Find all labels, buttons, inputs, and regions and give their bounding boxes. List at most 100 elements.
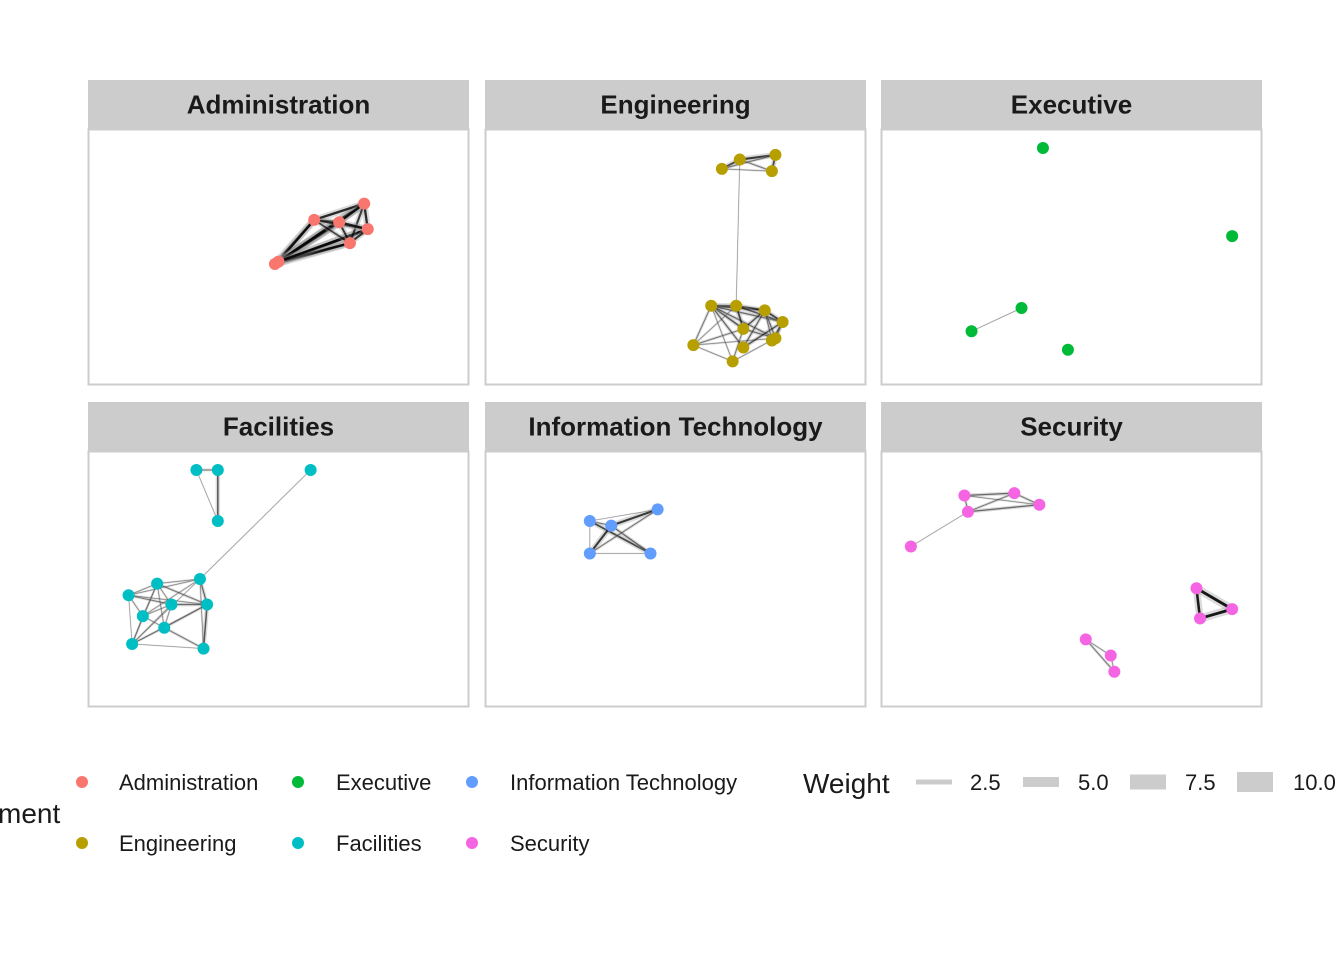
- edge-halo: [127, 594, 133, 645]
- edge-halo: [735, 158, 741, 307]
- edge: [710, 305, 733, 362]
- legend-label: Information Technology: [510, 770, 737, 795]
- node-security: [1190, 582, 1203, 595]
- node-facilities: [190, 463, 203, 476]
- node-administration: [358, 197, 371, 210]
- weight-legend-item: 5.0: [1023, 770, 1109, 795]
- strip-label: Administration: [187, 90, 370, 120]
- edge-halo: [692, 337, 777, 347]
- node-administration: [333, 216, 346, 229]
- nodes: [122, 463, 317, 655]
- edge: [610, 525, 651, 554]
- node-engineering: [705, 299, 718, 312]
- panel-facilities: Facilities: [87, 402, 470, 708]
- edge: [589, 509, 658, 522]
- node-facilities: [304, 463, 317, 476]
- node-engineering: [769, 148, 782, 161]
- node-information-technology: [583, 515, 596, 527]
- edge-halo: [720, 167, 773, 173]
- edge: [1195, 587, 1233, 611]
- weight-legend-label: 2.5: [970, 770, 1001, 795]
- edge-halo: [131, 643, 205, 650]
- weight-legend-key: [916, 779, 952, 785]
- node-facilities: [201, 598, 214, 611]
- edge-halo: [141, 577, 202, 618]
- nodes: [965, 141, 1239, 356]
- edge-halo: [588, 507, 660, 555]
- edge-halo: [199, 469, 312, 580]
- panel-administration: Administration: [87, 80, 470, 386]
- strip-label: Engineering: [600, 90, 750, 120]
- edge-halo: [589, 508, 659, 522]
- edge-halo: [720, 153, 777, 171]
- weight-legend-item: 2.5: [916, 770, 1001, 795]
- edge: [313, 202, 365, 221]
- edge-halo: [198, 577, 205, 650]
- edge-halo: [131, 626, 166, 646]
- edge-halo: [131, 578, 201, 645]
- edge-halo: [910, 511, 969, 548]
- edge: [967, 492, 1015, 513]
- node-security: [1033, 498, 1046, 511]
- edge: [131, 604, 172, 645]
- edge: [735, 305, 783, 323]
- node-security: [961, 505, 974, 518]
- strip-label: Security: [1020, 412, 1123, 442]
- strip-label: Facilities: [223, 412, 334, 442]
- legend-item-engineering: Engineering: [76, 831, 236, 856]
- edge-halo: [966, 491, 1016, 514]
- edge: [196, 469, 219, 522]
- legend-swatch: [466, 776, 478, 788]
- edge: [610, 508, 658, 527]
- edge-halo: [692, 344, 734, 363]
- legend: ment Administration Engineering Executive F…: [0, 768, 1336, 856]
- edge: [693, 328, 744, 346]
- edge-halo: [691, 304, 713, 347]
- edge: [156, 583, 208, 605]
- panel-border: [880, 450, 1263, 708]
- panel-security: Security: [880, 402, 1263, 708]
- edge: [964, 495, 1040, 506]
- node-administration: [361, 223, 374, 236]
- edge: [964, 492, 1015, 497]
- strip-background: [881, 80, 1262, 129]
- node-security: [1104, 649, 1117, 662]
- edge-halo: [162, 603, 209, 630]
- legend-label: Engineering: [119, 831, 236, 856]
- weight-legend-item: 7.5: [1130, 770, 1216, 795]
- node-security: [958, 489, 971, 502]
- node-engineering: [758, 304, 771, 317]
- edge: [131, 627, 165, 645]
- node-facilities: [211, 515, 224, 527]
- edge: [277, 219, 316, 263]
- edge-halo: [970, 307, 1023, 332]
- weight-legend-key: [1023, 777, 1059, 787]
- edge: [693, 344, 733, 362]
- edge: [313, 219, 351, 244]
- legend-label: Administration: [119, 770, 258, 795]
- node-administration: [272, 255, 285, 268]
- legend-item-executive: Executive: [292, 770, 431, 795]
- node-facilities: [211, 463, 224, 476]
- node-facilities: [193, 573, 206, 585]
- legend-swatch: [76, 837, 88, 849]
- edge: [164, 604, 208, 629]
- nodes: [904, 487, 1239, 678]
- node-facilities: [158, 621, 171, 634]
- node-engineering: [737, 341, 750, 354]
- node-facilities: [165, 598, 178, 611]
- edge: [199, 469, 311, 580]
- edge-halo: [155, 582, 209, 606]
- node-facilities: [126, 637, 139, 650]
- edge: [128, 594, 172, 606]
- weight-legend-item: 10.0: [1237, 770, 1336, 795]
- edge-halo: [156, 577, 202, 585]
- edge: [692, 305, 712, 346]
- edge-halo: [710, 304, 734, 363]
- edge-halo: [963, 494, 1041, 506]
- edge-halo: [127, 577, 202, 597]
- edge: [721, 154, 776, 170]
- legend-swatch: [292, 837, 304, 849]
- node-information-technology: [651, 503, 664, 516]
- edge-halo: [131, 603, 173, 646]
